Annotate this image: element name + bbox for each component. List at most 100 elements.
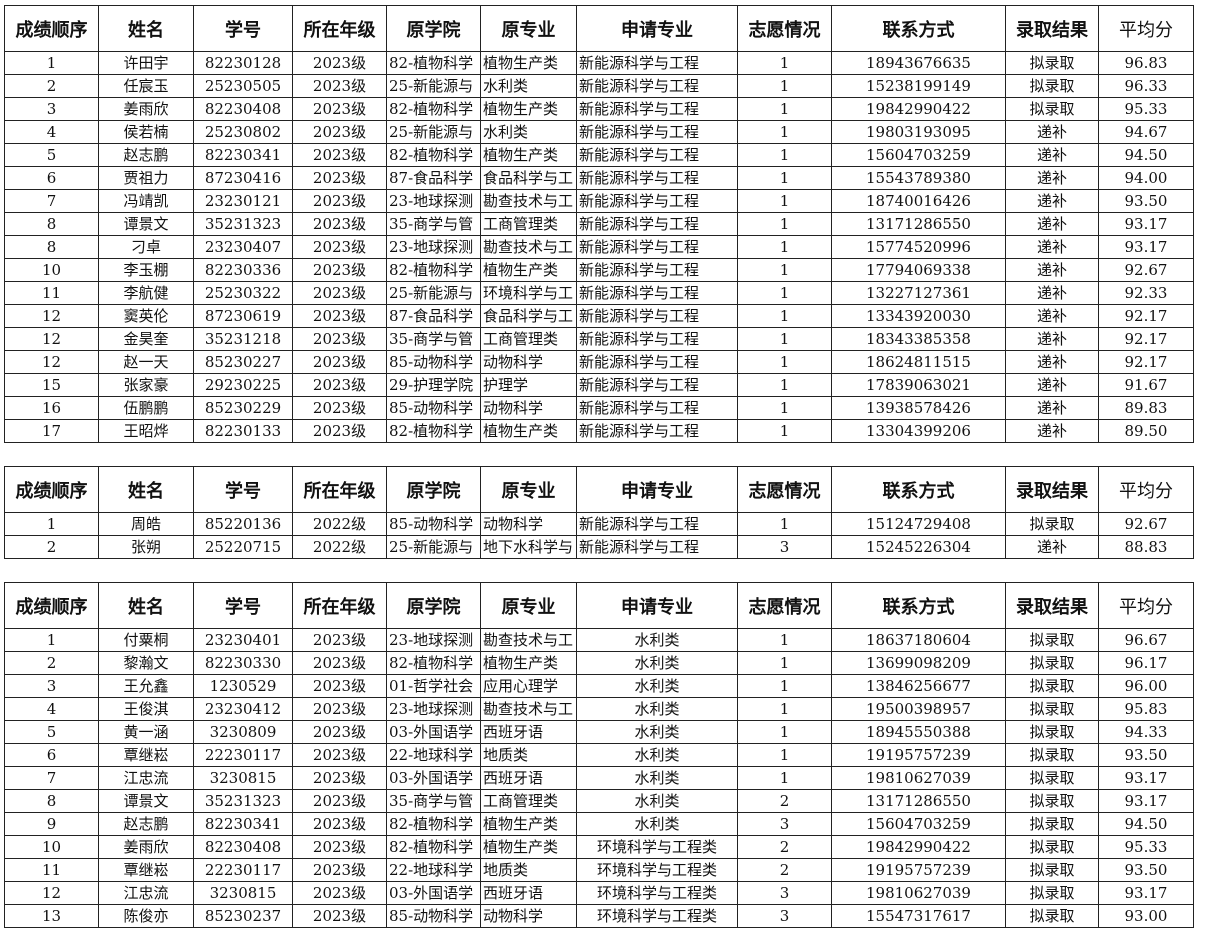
cell: 许田宇 [98,51,194,75]
cell: 19842990422 [831,97,1006,121]
ranking-table: 成绩顺序 姓名 学号 所在年级 原学院 原专业 申请专业 志愿情况 联系方式 录取结果 平均分 1 周皓… [4,466,1194,559]
header-cell: 录取结果 [1005,5,1099,52]
cell: 1 [737,258,832,282]
cell: 递补 [1005,235,1099,259]
cell: 82-植物科学 [386,812,481,836]
data-row: 4 王俊淇 23230412 2023级 23-地球探测 勘查技术与工 水利类 1 195003… [4,697,1194,721]
cell: 2023级 [292,51,387,75]
cell: 6 [4,743,99,767]
cell: 新能源科学与工程 [576,419,738,443]
cell: 15245226304 [831,535,1006,559]
cell: 19803193095 [831,120,1006,144]
cell: 18740016426 [831,189,1006,213]
cell: 94.67 [1098,120,1194,144]
cell: 85230237 [193,904,293,928]
cell: 2023级 [292,304,387,328]
cell: 95.33 [1098,97,1194,121]
cell: 递补 [1005,120,1099,144]
cell: 水利类 [576,651,738,675]
cell: 3 [737,812,832,836]
cell: 拟录取 [1005,881,1099,905]
cell: 29230225 [193,373,293,397]
cell: 12 [4,327,99,351]
data-row: 10 姜雨欣 82230408 2023级 82-植物科学 植物生产类 环境科学与工程类 2 1… [4,835,1194,859]
header-cell: 所在年级 [292,582,387,629]
cell: 周皓 [98,512,194,536]
header-cell: 学号 [193,466,293,513]
cell: 94.50 [1098,812,1194,836]
header-cell: 所在年级 [292,5,387,52]
cell: 82230408 [193,835,293,859]
cell: 拟录取 [1005,97,1099,121]
cell: 85220136 [193,512,293,536]
cell: 94.33 [1098,720,1194,744]
cell: 2023级 [292,628,387,652]
cell: 勘查技术与工 [480,189,577,213]
data-row: 6 贾祖力 87230416 2023级 87-食品科学 食品科学与工 新能源科学与工程 1 1… [4,166,1194,190]
cell: 2023级 [292,904,387,928]
cell: 5 [4,143,99,167]
cell: 87230619 [193,304,293,328]
cell: 拟录取 [1005,651,1099,675]
cell: 新能源科学与工程 [576,327,738,351]
cell: 谭景文 [98,212,194,236]
cell: 水利类 [576,812,738,836]
header-cell: 原学院 [386,466,481,513]
header-cell: 联系方式 [831,466,1006,513]
cell: 23-地球探测 [386,235,481,259]
cell: 递补 [1005,304,1099,328]
header-row: 成绩顺序 姓名 学号 所在年级 原学院 原专业 申请专业 志愿情况 联系方式 录取结果 平均分 [4,466,1194,513]
cell: 地下水科学与 [480,535,577,559]
cell: 新能源科学与工程 [576,143,738,167]
cell: 递补 [1005,212,1099,236]
cell: 2 [4,651,99,675]
cell: 1 [737,51,832,75]
cell: 23230412 [193,697,293,721]
header-cell: 志愿情况 [737,582,832,629]
data-row: 1 付粟桐 23230401 2023级 23-地球探测 勘查技术与工 水利类 1 186371… [4,628,1194,652]
cell: 2023级 [292,812,387,836]
data-row: 16 伍鹏鹏 85230229 2023级 85-动物科学 动物科学 新能源科学与工程 1 13… [4,396,1194,420]
cell: 15604703259 [831,812,1006,836]
cell: 2 [4,535,99,559]
cell: 拟录取 [1005,743,1099,767]
cell: 新能源科学与工程 [576,396,738,420]
cell: 1 [737,166,832,190]
cell: 护理学 [480,373,577,397]
cell: 82230408 [193,97,293,121]
cell: 环境科学与工程类 [576,881,738,905]
cell: 2 [737,858,832,882]
cell: 递补 [1005,350,1099,374]
header-cell: 成绩顺序 [4,582,99,629]
cell: 35-商学与管 [386,327,481,351]
cell: 25220715 [193,535,293,559]
cell: 1 [737,120,832,144]
cell: 17 [4,419,99,443]
cell: 1 [737,97,832,121]
cell: 11 [4,281,99,305]
cell: 95.33 [1098,835,1194,859]
cell: 1 [737,743,832,767]
cell: 82230133 [193,419,293,443]
header-cell: 学号 [193,5,293,52]
cell: 25-新能源与 [386,281,481,305]
cell: 环境科学与工程类 [576,858,738,882]
cell: 25230322 [193,281,293,305]
cell: 22230117 [193,743,293,767]
cell: 15543789380 [831,166,1006,190]
data-row: 8 刁卓 23230407 2023级 23-地球探测 勘查技术与工 新能源科学与工程 1 15… [4,235,1194,259]
cell: 拟录取 [1005,720,1099,744]
cell: 张家豪 [98,373,194,397]
cell: 1 [737,189,832,213]
cell: 12 [4,350,99,374]
cell: 82-植物科学 [386,143,481,167]
cell: 新能源科学与工程 [576,51,738,75]
header-cell: 成绩顺序 [4,466,99,513]
cell: 1 [737,373,832,397]
cell: 勘查技术与工 [480,235,577,259]
cell: 2 [737,789,832,813]
header-cell: 原学院 [386,582,481,629]
cell: 3230809 [193,720,293,744]
cell: 88.83 [1098,535,1194,559]
cell: 递补 [1005,281,1099,305]
